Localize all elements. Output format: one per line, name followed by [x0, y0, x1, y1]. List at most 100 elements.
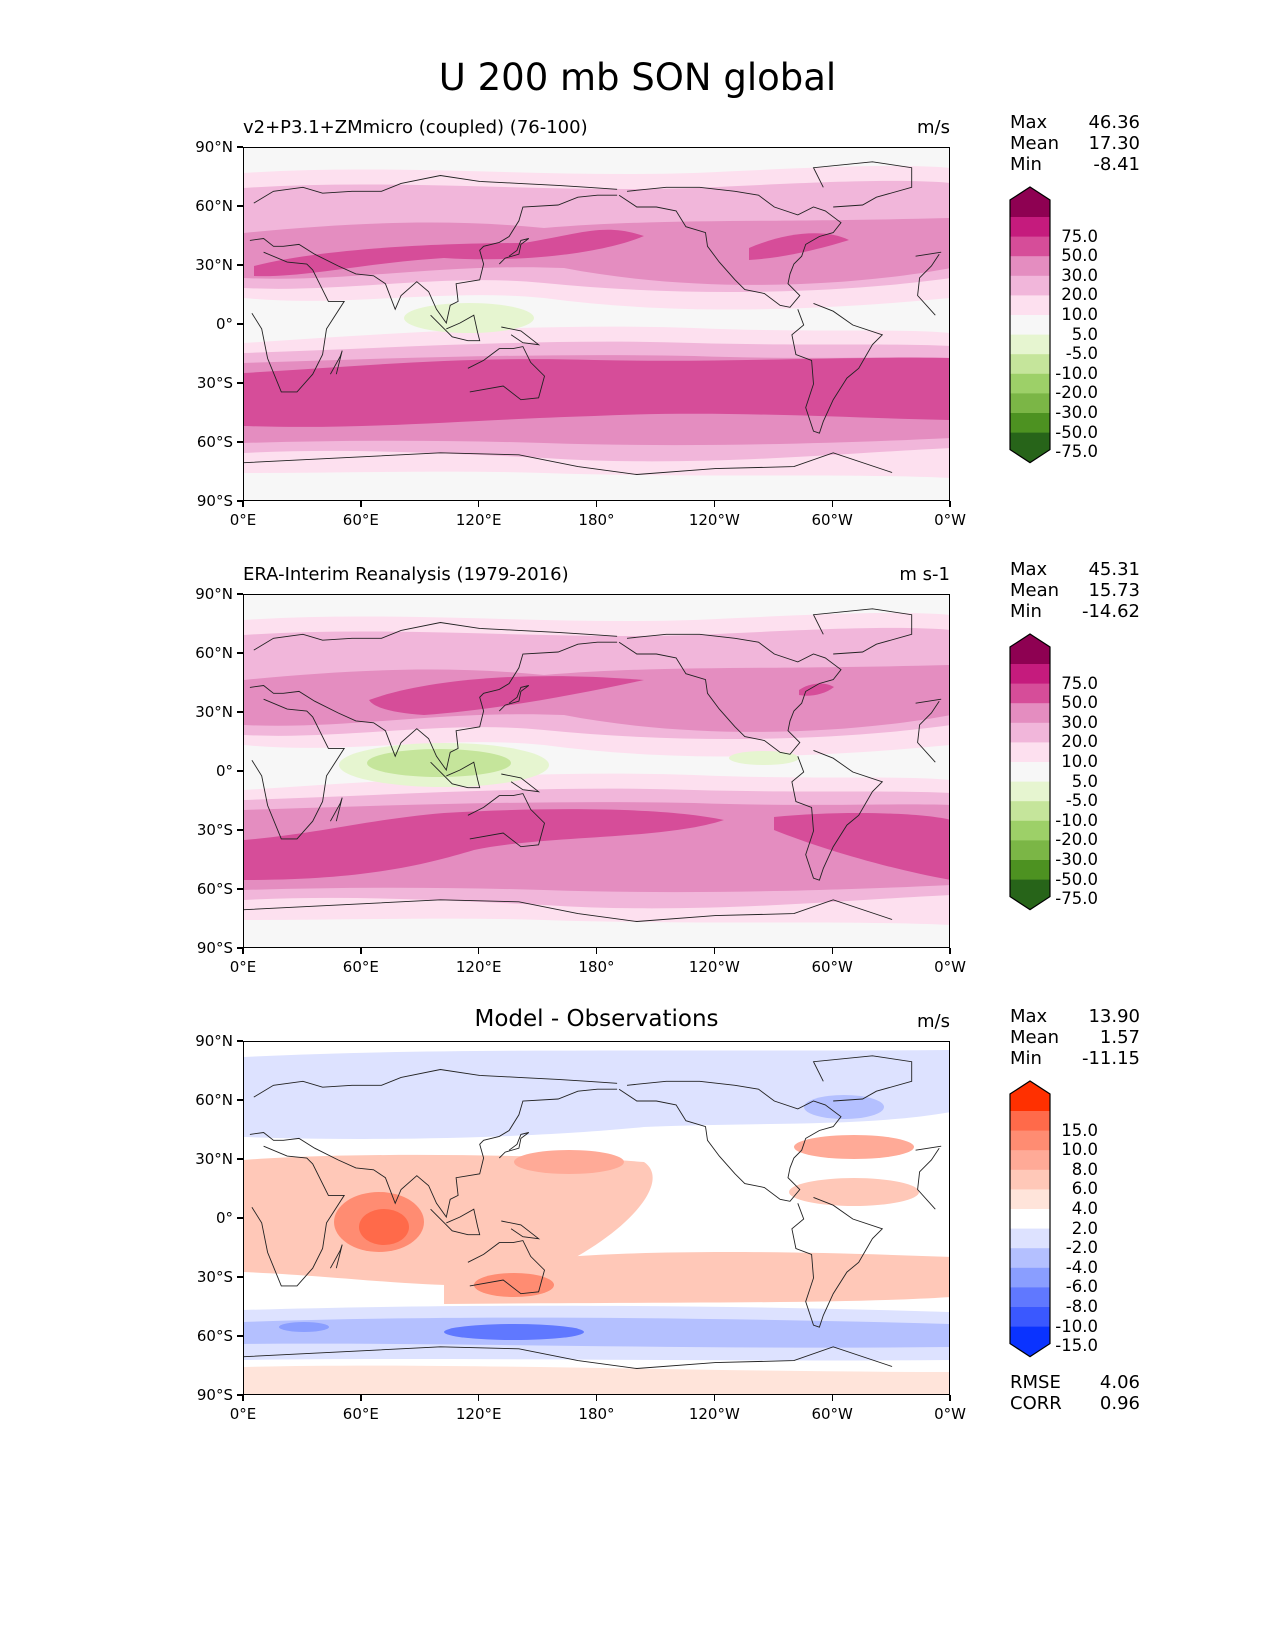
- lon-tick: [949, 501, 951, 507]
- coastline: [501, 1220, 541, 1240]
- colorbar-label: 75.0: [1061, 226, 1098, 246]
- colorbar-segment: [1010, 1130, 1050, 1151]
- coastline: [251, 1145, 942, 1287]
- colorbar-segment: [1010, 295, 1050, 316]
- lon-label: 60°E: [342, 511, 379, 529]
- coastline: [791, 1196, 884, 1328]
- coastline: [430, 314, 481, 342]
- lon-label: 60°W: [811, 511, 853, 529]
- map-plot: [243, 594, 950, 948]
- coastline: [618, 186, 842, 308]
- stat-row: Min -14.62: [1010, 601, 1140, 623]
- colorbar-segment: [1010, 664, 1050, 685]
- stat-value: 15.73: [1088, 580, 1140, 601]
- colorbar-label: -50.0: [1055, 422, 1098, 442]
- colorbar-segment: [1010, 683, 1050, 704]
- colorbar-label: 5.0: [1071, 324, 1098, 344]
- stat-row: Mean 17.30: [1010, 133, 1140, 155]
- coastline: [812, 161, 913, 208]
- lon-label: 0°E: [229, 1405, 257, 1423]
- colorbar-segment: [1010, 1169, 1050, 1190]
- lat-tick: [237, 1394, 243, 1396]
- colorbar-label: 4.0: [1071, 1199, 1098, 1218]
- lon-label: 120°E: [455, 1405, 502, 1423]
- lat-tick: [237, 1040, 243, 1042]
- stat-label: Max: [1010, 112, 1048, 133]
- stat-label: Mean: [1010, 580, 1060, 601]
- stat-label: Max: [1010, 559, 1048, 580]
- lon-label: 60°W: [811, 958, 853, 976]
- coastline: [330, 350, 343, 375]
- coastline: [498, 1132, 530, 1159]
- lon-tick: [713, 948, 716, 954]
- lat-label: 0°: [215, 1209, 233, 1227]
- colorbar-segment: [1010, 1111, 1050, 1132]
- lon-label: 180°: [578, 511, 615, 529]
- colorbar-label: 20.0: [1061, 285, 1098, 305]
- coastline: [430, 1208, 481, 1236]
- colorbar-label: -6.0: [1065, 1277, 1098, 1297]
- colorbar-segment: [1010, 275, 1050, 296]
- colorbar: [1009, 633, 1051, 911]
- colorbar-label: -5.0: [1065, 344, 1098, 364]
- coastline: [618, 1080, 842, 1202]
- colorbar-label: -30.0: [1055, 403, 1098, 422]
- colorbar-label: 50.0: [1061, 693, 1098, 713]
- coastline: [501, 326, 541, 346]
- lat-tick: [237, 323, 243, 325]
- lat-label: 30°S: [196, 821, 233, 839]
- lat-label: 90°S: [196, 1386, 233, 1404]
- stat-value: -8.41: [1093, 154, 1140, 175]
- stat-label: Min: [1010, 1048, 1042, 1069]
- metric-row: CORR 0.96: [1010, 1393, 1140, 1415]
- lon-tick: [831, 1395, 833, 1401]
- lat-tick: [237, 382, 243, 384]
- coastline: [467, 1240, 546, 1295]
- colorbar-segment: [1010, 432, 1050, 463]
- colorbar-label: -20.0: [1055, 383, 1098, 403]
- lat-tick: [237, 947, 243, 949]
- colorbar-segment: [1010, 373, 1050, 394]
- colorbar-label: -15.0: [1055, 1336, 1098, 1356]
- lon-label: 0°E: [229, 958, 257, 976]
- coastline: [812, 608, 913, 655]
- lat-label: 90°N: [195, 585, 233, 603]
- lon-label: 120°W: [688, 1405, 740, 1423]
- lat-label: 0°: [215, 315, 233, 333]
- colorbar-segment: [1010, 1209, 1050, 1230]
- lat-tick: [237, 264, 243, 266]
- colorbar-label: 8.0: [1071, 1159, 1098, 1179]
- colorbar-segment: [1010, 762, 1050, 783]
- lat-label: 30°S: [196, 374, 233, 392]
- colorbar-label: 10.0: [1061, 752, 1098, 771]
- lon-tick: [949, 1395, 951, 1401]
- colorbar-segment: [1010, 217, 1050, 238]
- coastline: [249, 194, 618, 325]
- lat-label: 30°N: [195, 1150, 233, 1168]
- lat-label: 60°S: [196, 880, 233, 898]
- coastline: [244, 452, 893, 475]
- map-plot: [243, 147, 950, 501]
- lon-label: 120°E: [455, 511, 502, 529]
- lat-label: 90°N: [195, 1032, 233, 1050]
- colorbar-segment: [1010, 742, 1050, 763]
- lat-tick: [237, 205, 243, 207]
- colorbar-label: -10.0: [1055, 810, 1098, 830]
- panel-units: m/s: [917, 117, 950, 138]
- lat-tick: [237, 593, 243, 595]
- colorbar-segment: [1010, 1081, 1050, 1111]
- colorbar-segment: [1010, 840, 1050, 861]
- coastline: [249, 1088, 618, 1219]
- coastline: [330, 797, 343, 822]
- lon-label: 60°E: [342, 958, 379, 976]
- stat-row: Max 46.36: [1010, 112, 1140, 134]
- lon-label: 180°: [578, 958, 615, 976]
- stat-value: 1.57: [1099, 1027, 1140, 1048]
- lat-tick: [237, 652, 243, 654]
- lat-tick: [237, 441, 243, 443]
- colorbar-label: 10.0: [1061, 1140, 1098, 1160]
- coastline: [498, 238, 530, 265]
- colorbar-segment: [1010, 1248, 1050, 1269]
- lat-label: 60°S: [196, 433, 233, 451]
- colorbar-segment: [1010, 315, 1050, 336]
